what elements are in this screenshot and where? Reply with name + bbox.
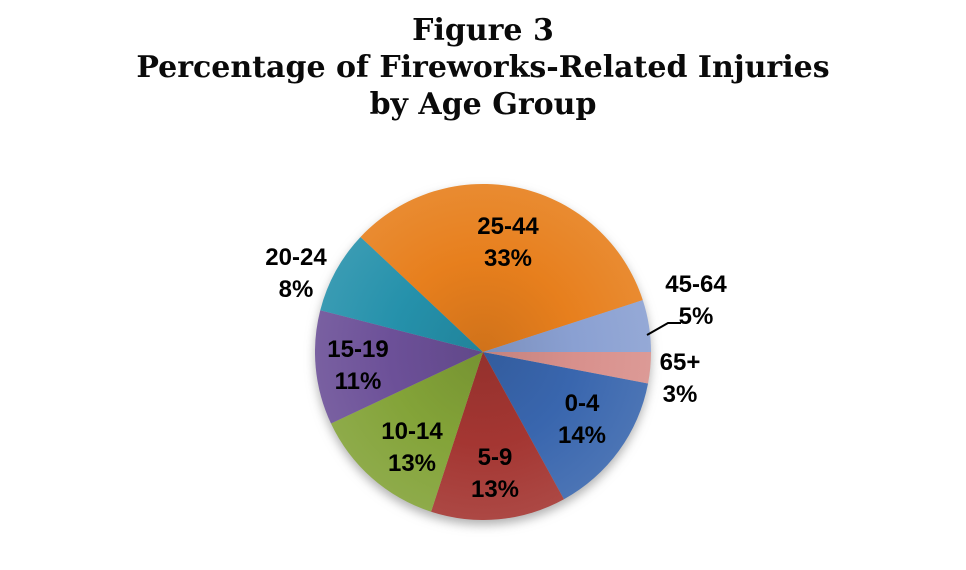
leader-line-45-64 xyxy=(646,322,681,336)
pie-slice-0-4 xyxy=(483,352,649,500)
chart-title-figure-number: Figure 3 xyxy=(412,13,554,48)
chart-title: Figure 3 Percentage of Fireworks-Related… xyxy=(0,12,966,123)
pie-slice-5-9 xyxy=(431,352,564,520)
pie-slice-45-64 xyxy=(483,300,651,352)
pie-slice-25-44 xyxy=(360,183,643,352)
pie-slice-20-24 xyxy=(320,237,483,352)
chart-title-sub: by Age Group xyxy=(369,87,597,122)
chart-title-main: Percentage of Fireworks-Related Injuries xyxy=(136,50,830,85)
pie-slice-15-19 xyxy=(315,310,483,424)
pie-slice-65+ xyxy=(483,352,651,384)
pie-slice-10-14 xyxy=(330,352,483,512)
